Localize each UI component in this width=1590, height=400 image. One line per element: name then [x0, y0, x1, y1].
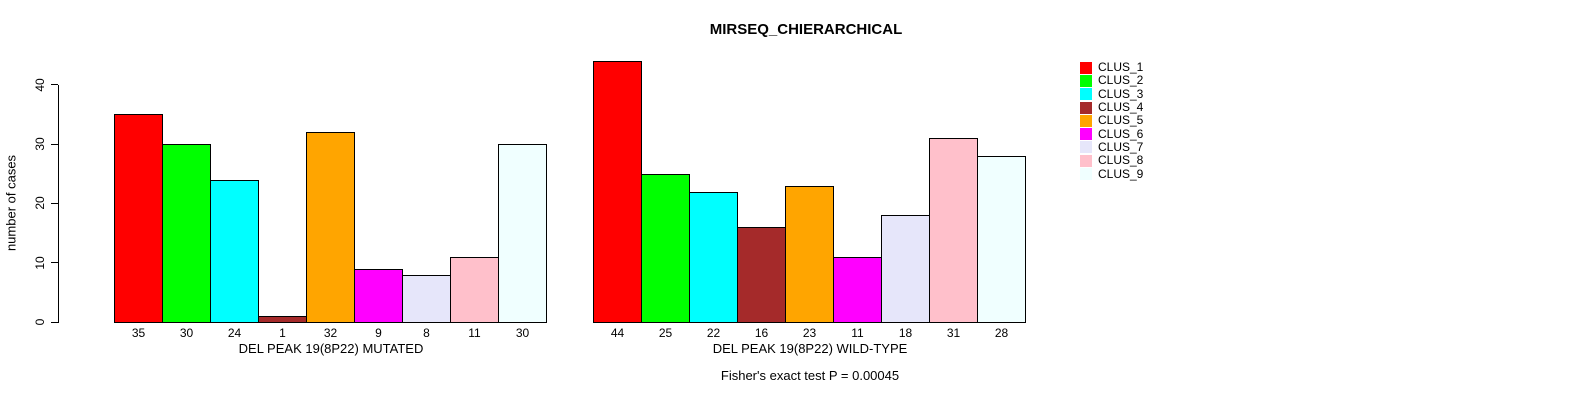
- bar-value-label: 18: [898, 326, 913, 340]
- y-tick-label: 20: [33, 196, 47, 211]
- legend-color-swatch: [1080, 74, 1092, 87]
- panel-wildtype: 44 25 22 16 23 11 18 31 28 DEL PEAK 19(8P22) WIL…: [593, 0, 1027, 400]
- legend-label: CLUS_3: [1098, 86, 1144, 101]
- legend-label: CLUS_5: [1098, 113, 1144, 128]
- bar-clus_7: [402, 274, 451, 323]
- bar-clus_9: [498, 144, 547, 323]
- legend-label: CLUS_1: [1098, 60, 1144, 75]
- legend-color-swatch: [1080, 101, 1092, 114]
- y-tick-label: 10: [33, 256, 47, 270]
- fisher-test-annotation: Fisher's exact test P = 0.00045: [720, 368, 900, 383]
- bar-value-label: 16: [754, 326, 769, 340]
- bar-value-label: 1: [279, 326, 286, 340]
- bar-clus_1: [114, 114, 163, 323]
- bar-value-label: 30: [515, 326, 530, 340]
- bar-clus_2: [162, 144, 211, 323]
- y-tick-mark: [51, 202, 58, 204]
- bar-value-label: 11: [851, 326, 864, 340]
- legend-color-swatch: [1080, 141, 1092, 154]
- bar-clus_8: [450, 256, 499, 323]
- bar-clus_8: [929, 138, 978, 323]
- legend-label: CLUS_8: [1098, 153, 1144, 168]
- bar-value-label: 24: [227, 326, 242, 340]
- y-tick-label: 30: [33, 137, 47, 151]
- legend-item: CLUS_3: [1080, 86, 1144, 101]
- bar-value-label: 25: [658, 326, 673, 340]
- bar-value-label: 22: [706, 326, 721, 340]
- bar-value-label: 9: [375, 326, 382, 340]
- legend-color-swatch: [1080, 61, 1092, 74]
- legend-label: CLUS_2: [1098, 73, 1144, 88]
- legend-color-swatch: [1080, 168, 1092, 181]
- x-axis-label-wildtype: DEL PEAK 19(8P22) WILD-TYPE: [712, 341, 908, 356]
- legend-label: CLUS_6: [1098, 126, 1144, 141]
- y-tick-label: 40: [33, 78, 47, 92]
- y-axis: 0 10 20 30 40: [0, 0, 120, 400]
- legend-item: CLUS_1: [1080, 61, 1143, 74]
- y-tick-mark: [51, 321, 58, 323]
- y-tick-mark: [51, 262, 58, 264]
- chart-title: MIRSEQ_CHIERARCHICAL: [709, 21, 903, 38]
- bar-clus_6: [833, 256, 882, 323]
- bar-clus_9: [977, 155, 1026, 323]
- bar-clus_5: [785, 185, 834, 323]
- legend-color-swatch: [1080, 88, 1092, 101]
- legend-item: CLUS_5: [1080, 114, 1143, 127]
- x-axis-label-mutated: DEL PEAK 19(8P22) MUTATED: [238, 341, 424, 356]
- bar-value-label: 28: [994, 326, 1009, 340]
- bar-clus_3: [210, 179, 259, 323]
- legend-color-swatch: [1080, 154, 1092, 167]
- y-tick-mark: [51, 84, 58, 86]
- y-axis-line: [58, 84, 59, 323]
- legend-item: CLUS_4: [1080, 101, 1143, 114]
- legend-item: CLUS_6: [1080, 126, 1144, 141]
- legend-item: CLUS_8: [1080, 154, 1143, 167]
- bar-clus_6: [354, 268, 403, 323]
- bar-value-label: 11: [468, 326, 481, 340]
- legend-item: CLUS_7: [1080, 139, 1144, 154]
- panel-mutated: 35 30 24 1 32 9 8 11 30 DEL PEAK 19(8P22) MUTATE…: [114, 0, 548, 400]
- bar-clus_7: [881, 215, 930, 323]
- bar-value-label: 30: [179, 326, 194, 340]
- legend-label: CLUS_7: [1098, 139, 1144, 154]
- legend-label: CLUS_9: [1098, 166, 1144, 181]
- bar-value-label: 8: [423, 326, 430, 340]
- bar-clus_2: [641, 173, 690, 323]
- legend: CLUS_1 CLUS_2 CLUS_3 CLUS_4 CLUS_5 CLUS_6 CLUS…: [1080, 61, 1143, 181]
- legend-item: CLUS_2: [1080, 74, 1143, 87]
- bar-value-label: 23: [802, 326, 817, 340]
- y-tick-mark: [51, 143, 58, 145]
- bar-value-label: 31: [946, 326, 961, 340]
- bar-clus_4: [258, 316, 307, 323]
- legend-label: CLUS_4: [1098, 100, 1144, 115]
- legend-color-swatch: [1080, 114, 1092, 127]
- bar-clus_4: [737, 227, 786, 323]
- legend-item: CLUS_9: [1080, 166, 1144, 181]
- y-tick-label: 0: [33, 318, 47, 326]
- bar-value-label: 32: [323, 326, 338, 340]
- bar-clus_3: [689, 191, 738, 323]
- bar-value-label: 35: [131, 326, 146, 340]
- bar-clus_5: [306, 132, 355, 323]
- bar-clus_1: [593, 61, 642, 323]
- bar-value-label: 44: [610, 326, 625, 340]
- legend-color-swatch: [1080, 128, 1092, 141]
